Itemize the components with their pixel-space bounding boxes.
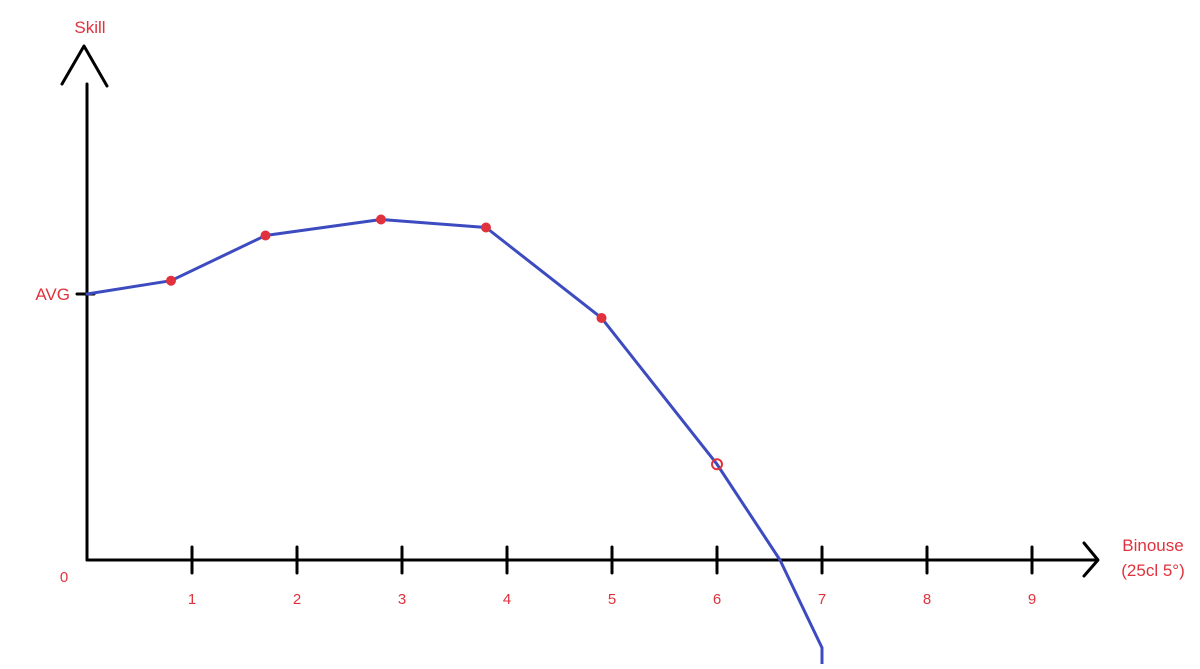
series-line (85, 218, 824, 666)
data-point (260, 230, 271, 241)
x-axis-label-sub: (25cl 5°) (1121, 561, 1184, 580)
x-tick-label-1: 1 (188, 591, 196, 608)
data-point (596, 312, 607, 323)
x-tick-label-2: 2 (293, 591, 301, 608)
x-tick-label-4: 4 (503, 591, 511, 608)
x-tick-labels: 1 2 3 4 5 6 7 8 9 (188, 591, 1036, 608)
x-tick-label-9: 9 (1028, 591, 1036, 608)
avg-label: AVG (35, 285, 70, 304)
origin-label: 0 (60, 569, 68, 586)
data-point (376, 214, 386, 225)
x-ticks (190, 545, 1034, 575)
data-point (711, 458, 723, 471)
x-axis-label: Binouse (1122, 536, 1183, 555)
series-group (85, 214, 824, 666)
x-axis-arrow (1082, 541, 1100, 578)
data-point (481, 222, 491, 233)
y-axis-label: Skill (74, 18, 105, 37)
x-tick-label-8: 8 (923, 591, 931, 608)
axes (60, 44, 1100, 578)
x-tick-label-7: 7 (818, 591, 826, 608)
x-tick-label-6: 6 (713, 591, 721, 608)
x-tick-label-5: 5 (608, 591, 616, 608)
data-point (166, 275, 176, 286)
y-axis-arrow (60, 44, 109, 88)
x-tick-label-3: 3 (398, 591, 406, 608)
